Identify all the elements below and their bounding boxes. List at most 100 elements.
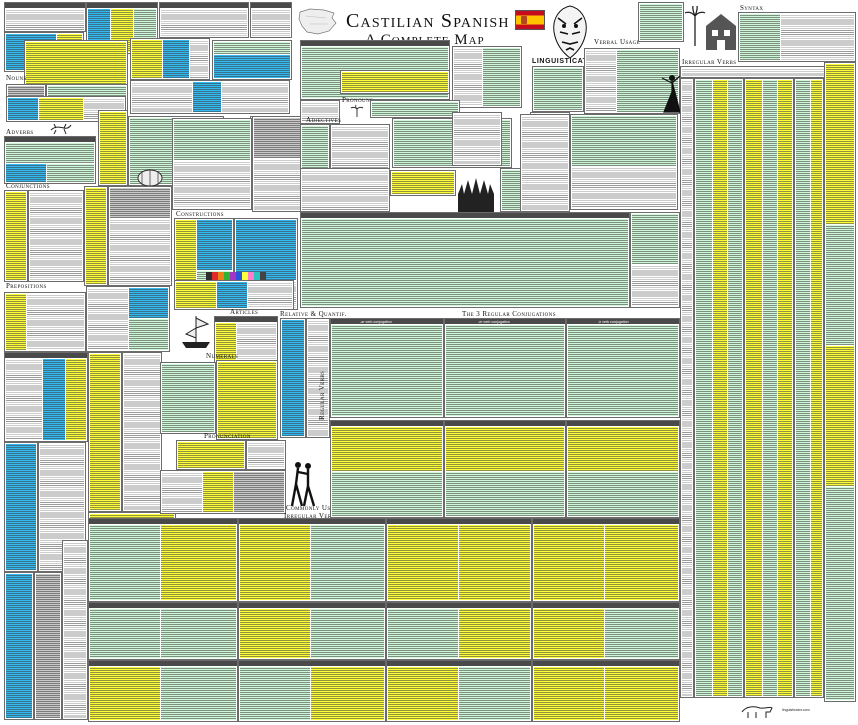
ir-conjugation-table bbox=[566, 318, 680, 418]
section-label-common-irregular-1: Commonly Used bbox=[286, 504, 339, 512]
ir-conjugation-label: -ir verb conjugation bbox=[598, 320, 629, 324]
section-label-nouns: Nouns bbox=[6, 74, 27, 82]
ar-conjugation-table bbox=[330, 318, 444, 418]
footer-note: linguisticator.com bbox=[782, 708, 810, 712]
pronunciation-table bbox=[160, 470, 286, 514]
section-label-relative: Relative & Quantif. bbox=[280, 310, 347, 318]
irregular-verbs-grid-b bbox=[744, 78, 794, 698]
irregular-verbs-grid-d bbox=[824, 62, 856, 702]
pronouns-table bbox=[300, 100, 340, 124]
adjectives-yellow-table bbox=[390, 170, 456, 196]
verbal-usage-mid bbox=[520, 114, 570, 212]
constructions-right-table bbox=[630, 212, 680, 308]
house-icon bbox=[706, 14, 736, 50]
er-conjugation-label: -er verb conjugation bbox=[478, 320, 510, 324]
regular-verbs-row-1a bbox=[330, 420, 444, 518]
section-label-regular-conjugations: The 3 Regular Conjugations bbox=[462, 310, 556, 318]
irregular-verbs-grid-c bbox=[794, 78, 824, 698]
irregular-verbs-row-3c bbox=[386, 660, 532, 722]
noun-gender-mixed bbox=[6, 96, 126, 122]
conjunctions-yellow-2 bbox=[84, 186, 108, 286]
section-label-regular-verbs: Regular Verbs bbox=[318, 370, 326, 420]
adverbs-table bbox=[4, 136, 96, 184]
adverbs-middle-table bbox=[98, 110, 128, 186]
section-label-constructions: Constructions bbox=[176, 210, 224, 218]
irregular-verbs-grid-a bbox=[694, 78, 744, 698]
poster-title: Castilian Spanish bbox=[346, 10, 510, 32]
verbal-usage-green-grid bbox=[532, 66, 584, 112]
irregular-verbs-row-1b bbox=[238, 518, 386, 602]
flag-crest bbox=[521, 16, 527, 24]
conjunctions-yellow bbox=[4, 190, 28, 282]
nouns-top-table bbox=[4, 2, 86, 32]
irregular-verbs-row-2a bbox=[88, 602, 238, 660]
ar-conjugation-label: -ar verb conjugation bbox=[360, 320, 392, 324]
pronunciation-text bbox=[246, 440, 286, 470]
noun-endings-table bbox=[250, 2, 292, 38]
cathedral-icon bbox=[458, 178, 494, 212]
adjectives-white bbox=[452, 112, 502, 166]
left-blue-column bbox=[4, 442, 38, 572]
section-label-adverbs: Adverbs bbox=[6, 128, 34, 136]
spain-map-icon bbox=[298, 8, 337, 35]
pronunciation-yellow bbox=[176, 440, 246, 470]
numerals-text-column bbox=[122, 352, 162, 512]
left-bottom-blue bbox=[4, 572, 34, 720]
section-label-pronunciation: Pronunciation bbox=[204, 432, 251, 440]
prepositions-table bbox=[4, 292, 86, 352]
irregular-verbs-row-1d bbox=[532, 518, 680, 602]
diminutives-table bbox=[130, 38, 210, 80]
er-conjugation-table bbox=[444, 318, 566, 418]
conjunctions-grey-table bbox=[108, 186, 172, 286]
relative-text bbox=[306, 318, 330, 438]
grey-constructions-table bbox=[252, 116, 302, 212]
irregular-verbs-row-2d bbox=[532, 602, 680, 660]
regular-verbs-row-1b bbox=[444, 420, 566, 518]
sailing-ship-icon bbox=[182, 316, 210, 348]
numerals-green-table bbox=[160, 362, 216, 434]
plural-table bbox=[159, 2, 249, 38]
verbal-usage-lower bbox=[570, 114, 678, 210]
irregular-verbs-row-3b bbox=[238, 660, 386, 722]
constructions-yellow-strip bbox=[174, 280, 294, 310]
nouns-wide-block bbox=[130, 80, 290, 114]
prepositions-right-table bbox=[86, 286, 170, 352]
flamenco-dancer-icon bbox=[661, 75, 681, 113]
verbal-usage-table bbox=[584, 48, 680, 114]
top-right-table-1 bbox=[638, 2, 684, 42]
palm-icon-small bbox=[350, 104, 364, 117]
relative-blue-column bbox=[280, 318, 306, 438]
tango-dancers-icon bbox=[290, 462, 316, 507]
section-label-numerals: Numerals bbox=[206, 352, 239, 360]
barrel-icon bbox=[137, 169, 163, 187]
section-label-pronouns: Pronouns bbox=[342, 96, 374, 104]
irregular-verbs-row-1a bbox=[88, 518, 238, 602]
color-legend-strip bbox=[206, 272, 266, 280]
conjunctions-text bbox=[28, 190, 84, 282]
regular-verbs-row-1c bbox=[566, 420, 680, 518]
constructions-wide-table bbox=[300, 212, 630, 308]
irregular-verbs-row-2c bbox=[386, 602, 532, 660]
pronouns-side-block bbox=[452, 46, 522, 108]
spanish-flag-icon bbox=[515, 10, 545, 30]
section-label-conjunctions: Conjunctions bbox=[6, 182, 50, 190]
irregular-verbs-row-1c bbox=[386, 518, 532, 602]
lizard-icon bbox=[50, 123, 72, 135]
tiger-emblem-icon bbox=[553, 5, 587, 59]
section-label-irregular-verbs: Irregular Verbs bbox=[682, 58, 737, 66]
left-bottom-grey bbox=[34, 572, 62, 720]
leopard-footer-icon bbox=[741, 706, 773, 718]
numerals-yellow-table bbox=[216, 360, 278, 440]
irregular-verbs-row-2b bbox=[238, 602, 386, 660]
constructions-top-band bbox=[300, 168, 390, 212]
syntax-table bbox=[738, 12, 856, 62]
section-label-common-irregular-2: Irregular Verbs bbox=[284, 512, 339, 520]
section-label-articles: Articles bbox=[230, 308, 259, 316]
irregular-verbs-row-3d bbox=[532, 660, 680, 722]
palm-tree-icon bbox=[684, 6, 706, 46]
section-label-syntax: Syntax bbox=[740, 4, 764, 12]
brand-name: LINGUISTICATOR bbox=[532, 58, 600, 65]
constructions-top-grid bbox=[172, 118, 252, 210]
pronouns-green-block bbox=[370, 100, 460, 118]
left-bottom-text bbox=[62, 540, 88, 720]
